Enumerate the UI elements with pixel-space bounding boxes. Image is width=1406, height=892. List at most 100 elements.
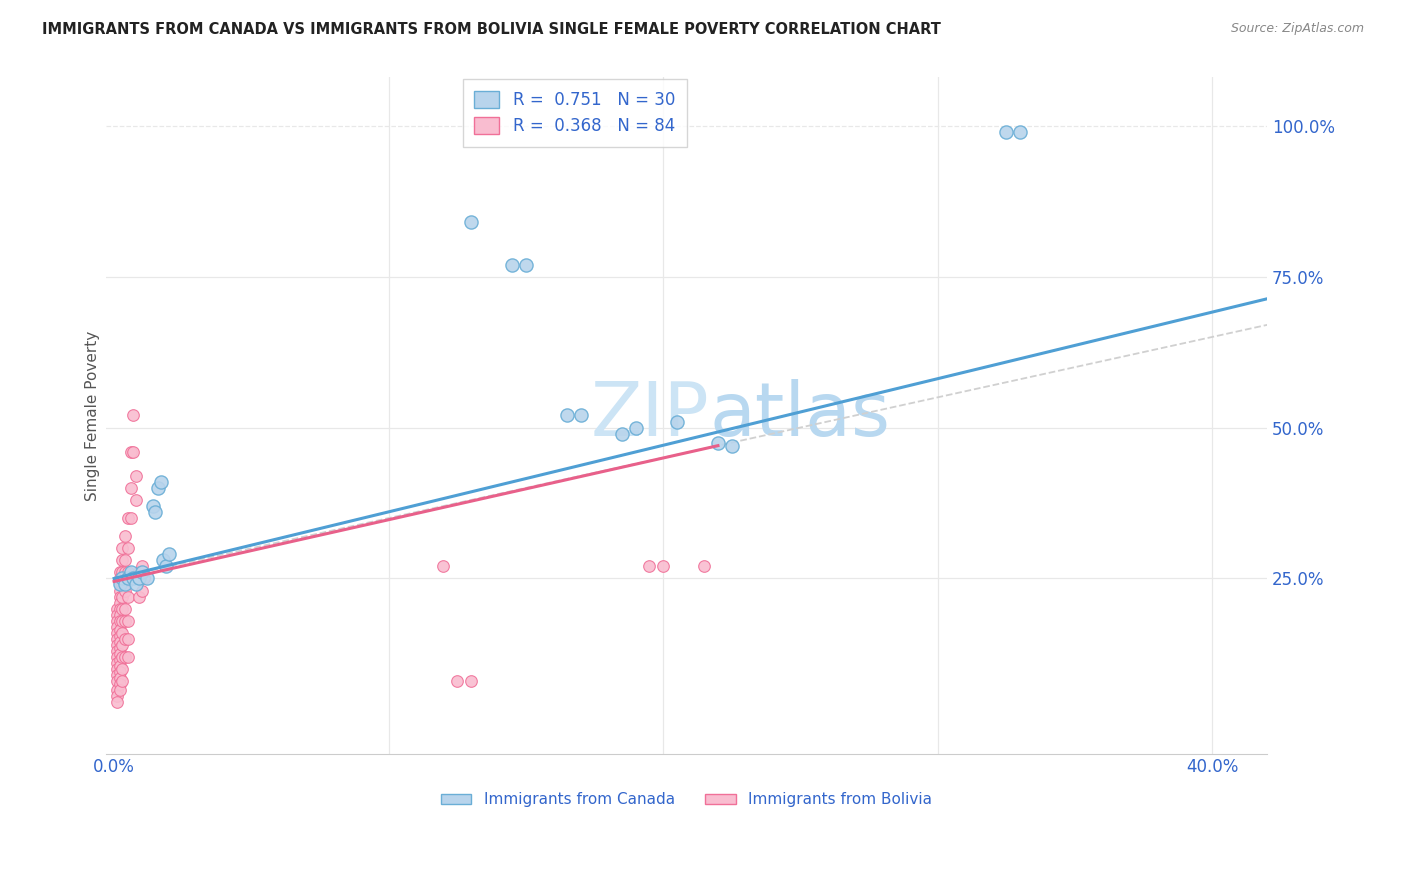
Point [108,640,131,655]
Point [652,559,675,574]
Point [152,553,174,567]
Point [105,649,128,664]
Point [105,644,128,658]
Point [125,577,148,591]
Point [108,607,131,622]
Point [128,566,150,580]
Point [117,571,139,585]
Point [105,689,128,703]
Point [624,420,647,434]
Point [111,553,134,567]
Point [111,590,134,604]
Legend: Immigrants from Canada, Immigrants from Bolivia: Immigrants from Canada, Immigrants from … [434,786,938,814]
Point [105,683,128,698]
Point [155,559,177,574]
Point [149,475,172,489]
Point [720,439,742,453]
Point [120,444,142,458]
Point [131,583,153,598]
Point [143,505,166,519]
Point [638,559,661,574]
Point [117,632,139,646]
Point [569,409,592,423]
Point [108,577,131,591]
Text: ZIP: ZIP [591,379,710,452]
Point [111,577,134,591]
Point [114,529,136,543]
Point [111,566,134,580]
Point [108,683,131,698]
Point [117,649,139,664]
Point [117,590,139,604]
Point [136,571,159,585]
Point [108,635,131,649]
Point [114,601,136,615]
Point [108,571,131,585]
Point [120,511,142,525]
Point [114,649,136,664]
Point [460,215,482,229]
Point [108,659,131,673]
Point [114,577,136,591]
Point [114,632,136,646]
Point [111,601,134,615]
Point [131,566,153,580]
Point [125,493,148,508]
Point [693,559,716,574]
Point [105,674,128,689]
Point [114,566,136,580]
Point [515,258,537,272]
Point [105,668,128,682]
Point [114,614,136,628]
Point [105,620,128,634]
Point [105,656,128,670]
Point [460,674,482,689]
Point [111,625,134,640]
Point [131,559,153,574]
Point [111,614,134,628]
Point [108,566,131,580]
Point [111,541,134,556]
Point [141,499,163,513]
Point [105,638,128,652]
Point [117,614,139,628]
Point [108,671,131,685]
Point [108,623,131,637]
Point [111,649,134,664]
Point [111,674,134,689]
Point [108,596,131,610]
Text: Source: ZipAtlas.com: Source: ZipAtlas.com [1230,22,1364,36]
Point [128,590,150,604]
Point [117,541,139,556]
Point [108,665,131,679]
Point [105,695,128,709]
Point [122,444,145,458]
Point [501,258,523,272]
Point [122,571,145,585]
Point [120,481,142,495]
Point [1008,125,1031,139]
Point [105,607,128,622]
Point [108,653,131,667]
Point [108,677,131,691]
Point [610,426,633,441]
Point [108,614,131,628]
Point [114,583,136,598]
Point [108,590,131,604]
Point [111,638,134,652]
Point [108,629,131,643]
Point [707,435,730,450]
Point [108,647,131,661]
Text: atlas: atlas [710,379,890,452]
Point [108,577,131,591]
Point [134,571,156,585]
Point [120,566,142,580]
Point [665,415,688,429]
Point [105,601,128,615]
Point [146,481,169,495]
Text: IMMIGRANTS FROM CANADA VS IMMIGRANTS FROM BOLIVIA SINGLE FEMALE POVERTY CORRELAT: IMMIGRANTS FROM CANADA VS IMMIGRANTS FRO… [42,22,941,37]
Point [105,662,128,676]
Point [105,614,128,628]
Point [157,547,180,561]
Point [105,632,128,646]
